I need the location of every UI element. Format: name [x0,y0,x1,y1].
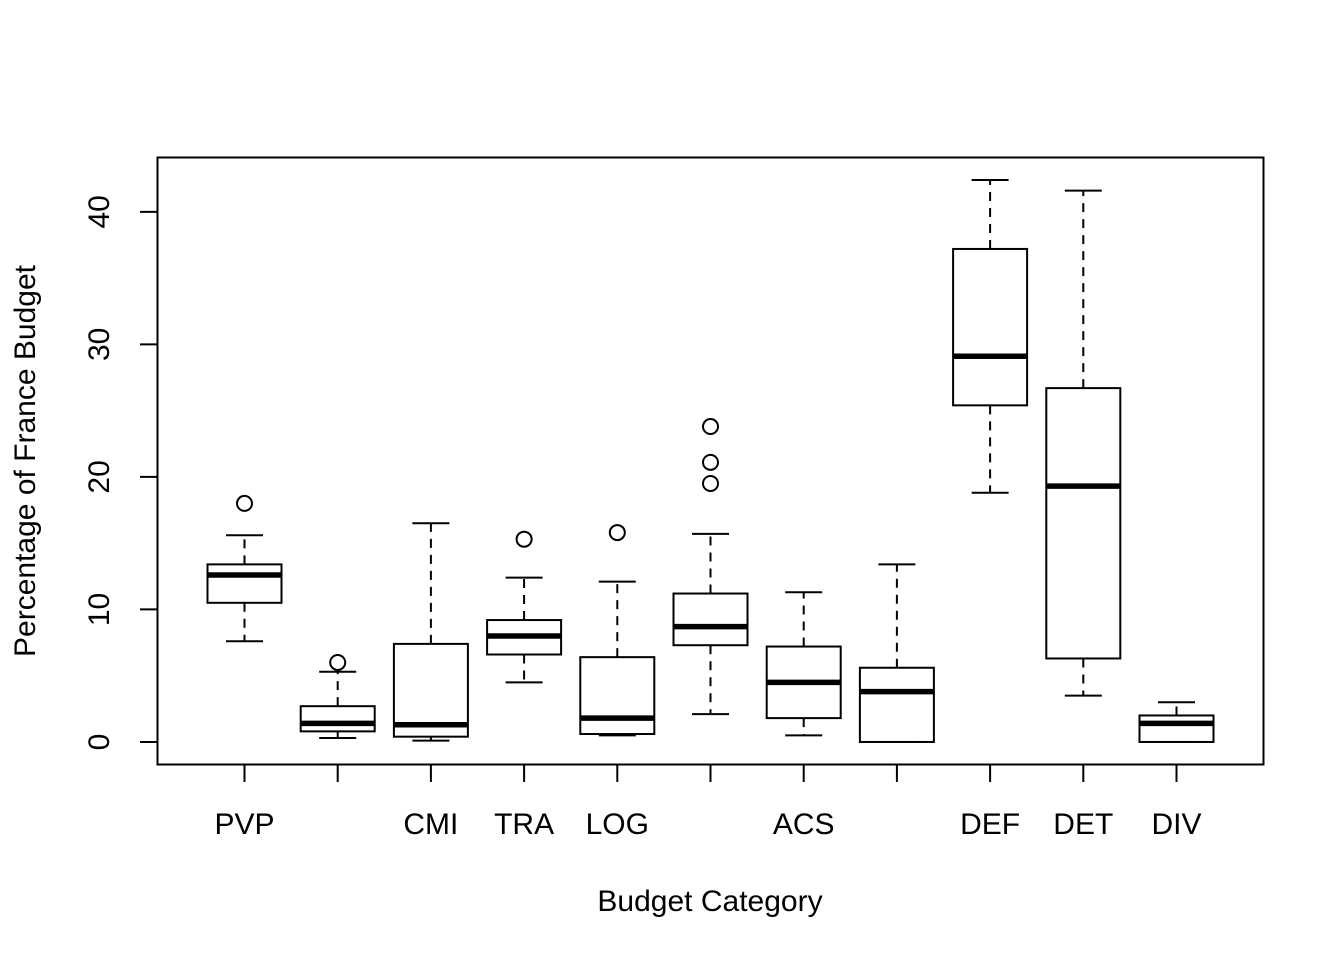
y-tick-label: 30 [83,328,116,361]
y-axis: 0 10 20 30 40 [83,195,159,751]
y-tick-label: 20 [83,460,116,493]
x-tick-label: TRA [494,808,554,841]
iqr-box [206,563,283,604]
iqr-box [858,666,935,743]
outlier-point [702,475,719,493]
box-group [392,522,469,742]
x-tick-label: DET [1053,808,1113,841]
outlier-point [329,653,347,671]
x-tick-label: LOG [586,808,649,841]
outlier-point [608,524,626,542]
box-group [672,418,749,716]
x-axis-label: Budget Category [597,885,822,918]
box-group [299,653,376,739]
box-group [858,563,935,743]
x-tick-label: ACS [773,808,835,841]
x-tick-label: PVP [214,808,274,841]
boxes-layer [206,179,1215,743]
box-group [579,524,656,737]
x-tick-label: DEF [960,808,1020,841]
box-group [206,494,283,643]
iqr-box [299,705,376,733]
y-axis-label: Percentage of France Budget [9,264,42,657]
iqr-box [579,656,656,736]
y-tick-label: 10 [83,593,116,626]
iqr-box [952,247,1029,407]
outlier-point [702,453,719,471]
outlier-point [515,530,533,548]
box-group [1045,189,1122,697]
iqr-box [672,592,749,647]
x-tick-label: CMI [403,808,458,841]
box-group [1138,701,1215,743]
x-axis: PVP CMI TRA LOG ACS DEF DET DIV [214,763,1202,841]
outlier-point [236,494,253,512]
x-tick-label: DIV [1151,808,1201,841]
outlier-point [702,418,719,436]
iqr-box [1045,387,1122,660]
iqr-box [1138,714,1215,743]
box-group [765,591,842,737]
box-group [952,179,1029,494]
y-tick-label: 0 [83,734,116,751]
y-tick-label: 40 [83,195,116,228]
box-group [486,530,563,684]
iqr-box [392,642,469,738]
